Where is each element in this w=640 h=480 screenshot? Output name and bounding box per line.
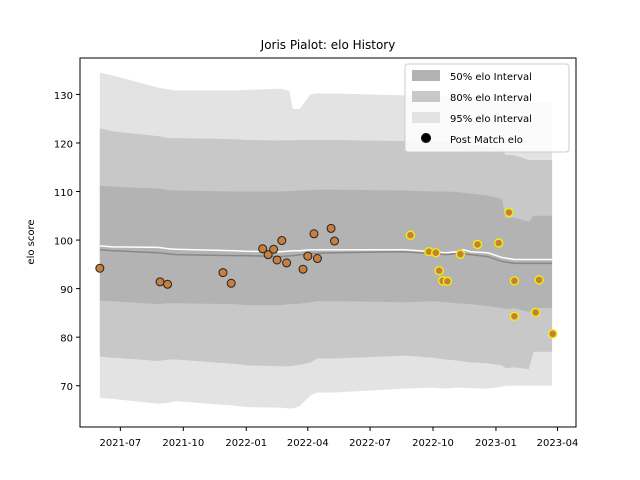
chart-title: Joris Pialot: elo History bbox=[260, 38, 396, 52]
mean-elo-line bbox=[99, 245, 553, 261]
axes-frame bbox=[79, 57, 577, 428]
y-tick-label: 110 bbox=[54, 188, 73, 199]
y-axis-label: elo score bbox=[26, 219, 37, 264]
y-tick-label: 80 bbox=[60, 334, 73, 345]
post-match-elo-point bbox=[455, 249, 466, 259]
post-match-elo-point bbox=[509, 311, 520, 321]
x-tick-label: 2023-01 bbox=[475, 438, 517, 449]
y-axis: 70 80 90 100 110 120 130 bbox=[54, 91, 80, 393]
post-match-elo-point bbox=[534, 275, 544, 285]
post-match-elo-point bbox=[269, 244, 279, 254]
post-match-elo-point bbox=[493, 238, 504, 248]
legend: 50% elo Interval 80% elo Interval 95% el… bbox=[404, 63, 570, 153]
legend-swatch-80 bbox=[412, 91, 440, 102]
post-match-elo-point bbox=[472, 239, 483, 250]
post-match-elo-point bbox=[263, 250, 273, 260]
post-match-elo-point bbox=[277, 236, 287, 246]
y-tick-label: 120 bbox=[54, 139, 73, 150]
post-match-elo-point bbox=[155, 277, 165, 287]
x-tick-label: 2022-10 bbox=[412, 438, 454, 449]
post-match-elo-point bbox=[504, 207, 514, 218]
post-match-elo-point bbox=[303, 251, 313, 261]
post-match-elo-point bbox=[548, 329, 558, 339]
post-match-elo-point bbox=[163, 279, 173, 289]
x-tick-label: 2022-01 bbox=[225, 438, 267, 449]
legend-label-95: 95% elo Interval bbox=[450, 114, 532, 125]
post-match-elo-point bbox=[282, 258, 292, 268]
post-match-elo-point bbox=[326, 223, 336, 233]
legend-marker-point bbox=[421, 133, 431, 143]
legend-label-50: 50% elo Interval bbox=[450, 72, 532, 83]
legend-label-point: Post Match elo bbox=[450, 135, 523, 146]
post-match-elo-point bbox=[258, 244, 268, 254]
post-match-elo-point bbox=[509, 276, 520, 286]
x-tick-label: 2022-07 bbox=[349, 438, 391, 449]
x-tick-label: 2021-10 bbox=[162, 438, 204, 449]
legend-box bbox=[404, 63, 570, 153]
post-match-elo-point bbox=[405, 230, 416, 240]
post-match-elo-point bbox=[218, 268, 228, 278]
post-match-elo-point bbox=[434, 265, 444, 276]
post-match-elo-point bbox=[272, 255, 282, 265]
legend-swatch-50 bbox=[412, 70, 440, 81]
y-tick-label: 130 bbox=[54, 91, 73, 102]
post-match-elo-point bbox=[312, 254, 322, 264]
legend-swatch-95 bbox=[412, 112, 440, 123]
post-match-elo-point bbox=[298, 264, 308, 274]
post-match-elo-point bbox=[442, 276, 453, 287]
post-match-elo-point bbox=[309, 229, 319, 239]
prior-elo-line bbox=[99, 249, 553, 265]
y-tick-label: 90 bbox=[60, 285, 73, 296]
x-tick-label: 2023-04 bbox=[537, 438, 579, 449]
y-tick-label: 70 bbox=[60, 382, 73, 393]
legend-label-80: 80% elo Interval bbox=[450, 93, 532, 104]
post-match-elo-point bbox=[330, 236, 339, 246]
post-match-elo-point bbox=[95, 263, 105, 273]
plot-area bbox=[95, 72, 558, 409]
x-tick-label: 2021-07 bbox=[99, 438, 141, 449]
x-tick-label: 2022-04 bbox=[287, 438, 329, 449]
post-match-elo-point bbox=[226, 278, 236, 288]
post-match-elo-point bbox=[530, 307, 541, 318]
y-tick-label: 100 bbox=[54, 237, 73, 248]
post-match-elo-point bbox=[431, 247, 441, 258]
x-axis: 2021-07 2021-10 2022-01 2022-04 2022-07 2022-… bbox=[99, 427, 578, 449]
